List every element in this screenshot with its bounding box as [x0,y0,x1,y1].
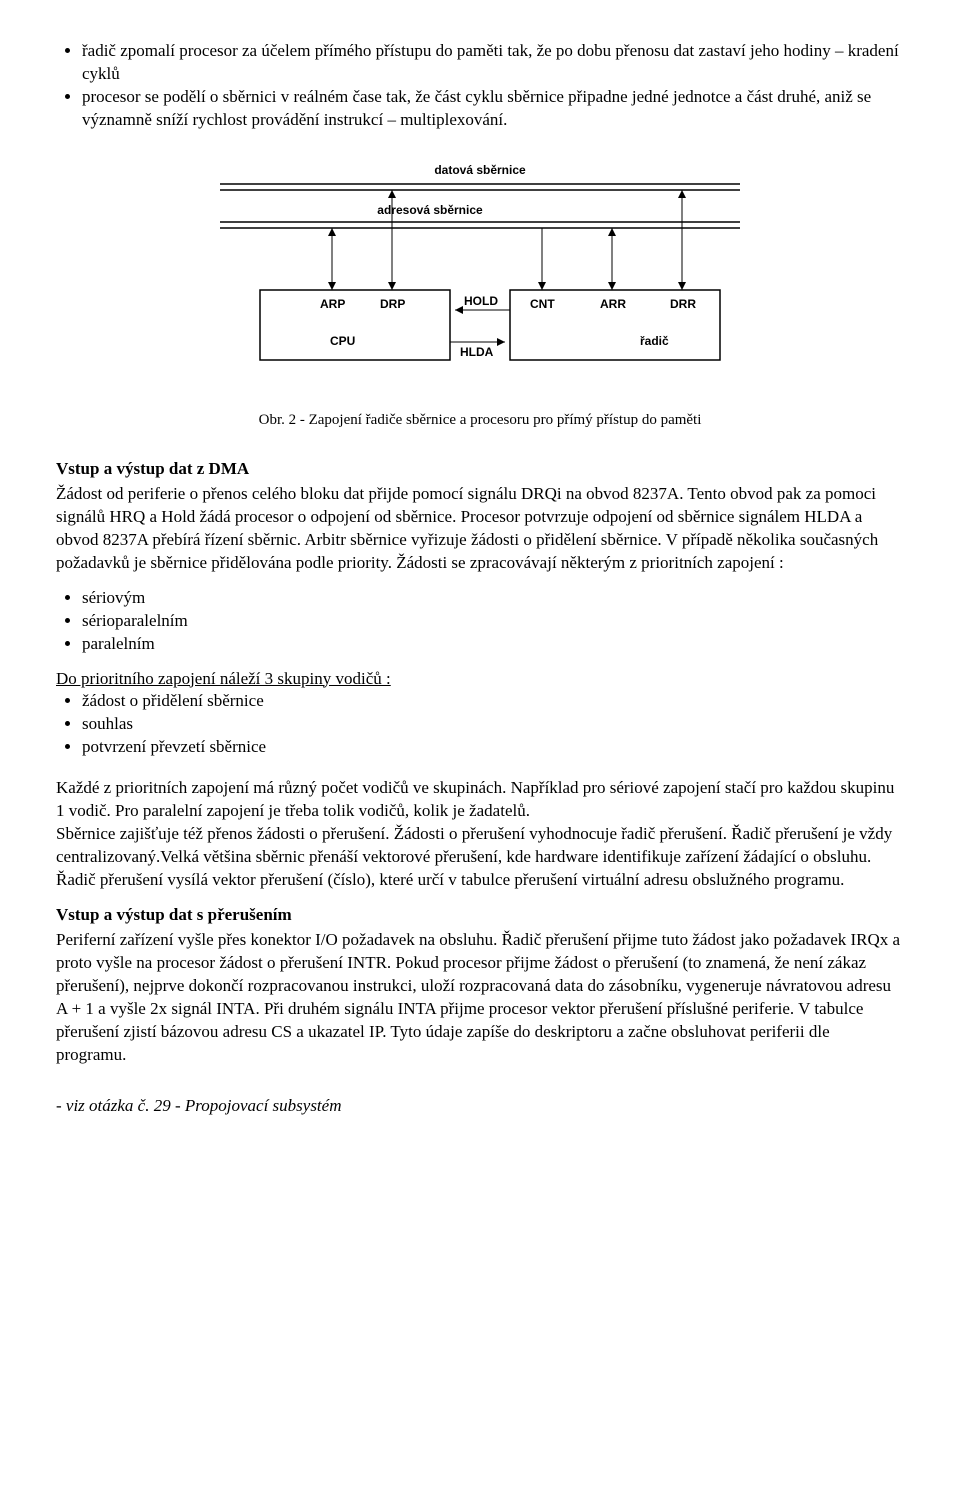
dma-paragraph: Žádost od periferie o přenos celého blok… [56,483,904,575]
list-item: řadič zpomalí procesor za účelem přímého… [82,40,904,86]
figure-caption: Obr. 2 - Zapojení řadiče sběrnice a proc… [56,410,904,430]
priority-detail-paragraph: Každé z prioritních zapojení má různý po… [56,777,904,823]
ctrl-label-arr: ARR [600,297,626,311]
cpu-label: CPU [330,334,355,348]
list-item: sérioparalelním [82,610,904,633]
top-bullet-list: řadič zpomalí procesor za účelem přímého… [56,40,904,132]
ctrl-label-drr: DRR [670,297,696,311]
cpu-label-arp: ARP [320,297,345,311]
modes-list: sériovým sérioparalelním paralelním [56,587,904,656]
ctrl-label: řadič [640,334,669,348]
list-item: sériovým [82,587,904,610]
cpu-label-drp: DRP [380,297,405,311]
list-item: procesor se podělí o sběrnici v reálném … [82,86,904,132]
list-item: souhlas [82,713,904,736]
priority-intro: Do prioritního zapojení náleží 3 skupiny… [56,669,391,688]
interrupt-paragraph: Periferní zařízení vyšle přes konektor I… [56,929,904,1067]
bus-addr-label: adresová sběrnice [377,203,483,217]
bus-data-label: datová sběrnice [434,163,526,177]
list-item: žádost o přidělení sběrnice [82,690,904,713]
ctrl-label-cnt: CNT [530,297,555,311]
interrupt-heading: Vstup a výstup dat s přerušením [56,904,904,927]
priority-groups-list: žádost o přidělení sběrnice souhlas potv… [56,690,904,759]
hold-label: HOLD [464,294,498,308]
list-item: paralelním [82,633,904,656]
dma-heading: Vstup a výstup dat z DMA [56,458,904,481]
bus-diagram: datová sběrnice adresová sběrnice ARP DR… [56,160,904,400]
hlda-label: HLDA [460,345,494,359]
interrupt-detail-paragraph: Sběrnice zajišťuje též přenos žádosti o … [56,823,904,892]
list-item: potvrzení převzetí sběrnice [82,736,904,759]
cross-reference: - viz otázka č. 29 - Propojovací subsyst… [56,1095,904,1118]
